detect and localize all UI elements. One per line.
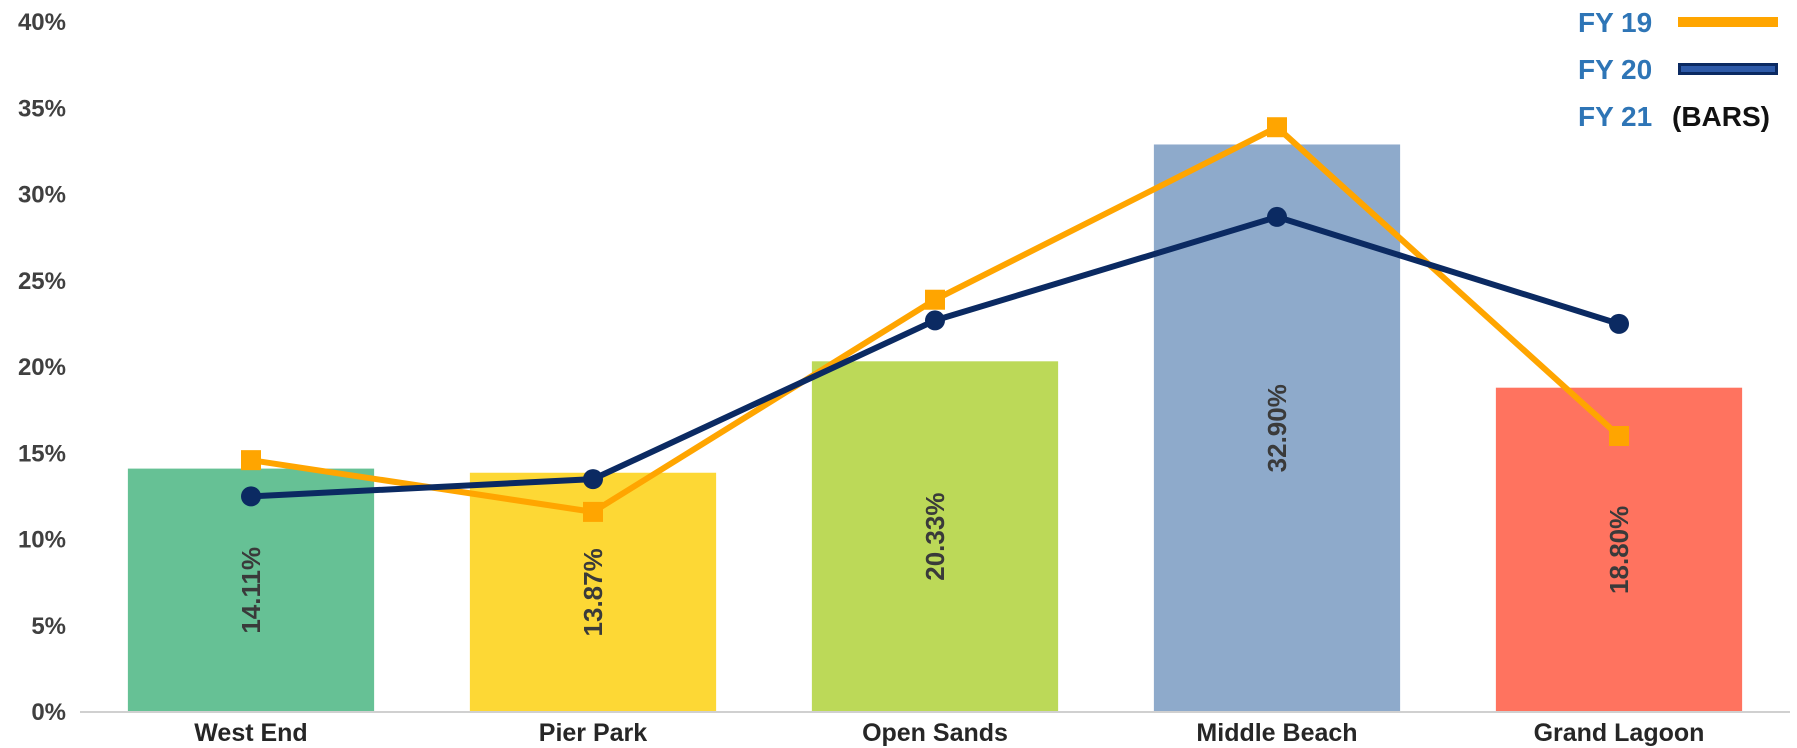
series-point [583, 469, 603, 490]
y-tick-label: 30% [18, 182, 66, 209]
y-tick-label: 40% [18, 9, 66, 36]
series-lines [241, 117, 1629, 522]
series-point [1609, 313, 1629, 334]
y-tick-label: 35% [18, 95, 66, 122]
y-tick-label: 5% [31, 613, 66, 640]
bar [811, 361, 1059, 712]
bar-data-label: 14.11% [236, 547, 266, 634]
legend-note: (BARS) [1672, 101, 1770, 132]
y-tick-label: 25% [18, 268, 66, 295]
legend: FY 19 FY 20 FY 21 (BARS) [1578, 7, 1778, 132]
bars: 14.11% 13.87% 20.33% 32.90% 18.80% [127, 144, 1743, 713]
series-point [241, 486, 261, 507]
x-category-label: Pier Park [539, 719, 648, 747]
series-point [1609, 426, 1629, 446]
bar [127, 468, 375, 712]
bar-data-label: 18.80% [1604, 506, 1634, 594]
series-point [241, 450, 261, 471]
series-point [583, 501, 603, 522]
y-tick-label: 20% [18, 354, 66, 381]
series-point [925, 310, 945, 331]
x-category-label: Open Sands [862, 719, 1008, 747]
bar-data-label: 32.90% [1262, 384, 1292, 472]
legend-label: FY 21 [1578, 101, 1652, 132]
series-point [1267, 117, 1287, 138]
legend-swatch-inner [1681, 66, 1775, 72]
bar-data-label: 20.33% [920, 493, 950, 581]
bar-data-label: 13.87% [578, 548, 608, 636]
legend-label: FY 19 [1578, 7, 1652, 38]
legend-swatch [1678, 17, 1778, 27]
legend-label: FY 20 [1578, 54, 1652, 85]
x-category-label: Middle Beach [1196, 719, 1357, 747]
series-point [1267, 206, 1287, 227]
x-category-label: Grand Lagoon [1534, 719, 1705, 747]
x-category-label: West End [194, 719, 307, 747]
y-tick-label: 10% [18, 527, 66, 554]
y-axis: 0% 5% 10% 15% 20% 25% 30% 35% 40% [18, 9, 66, 726]
series-point [925, 289, 945, 310]
y-tick-label: 15% [18, 440, 66, 467]
x-axis: West End Pier Park Open Sands Middle Beach G… [194, 719, 1704, 747]
y-tick-label: 0% [31, 699, 66, 726]
